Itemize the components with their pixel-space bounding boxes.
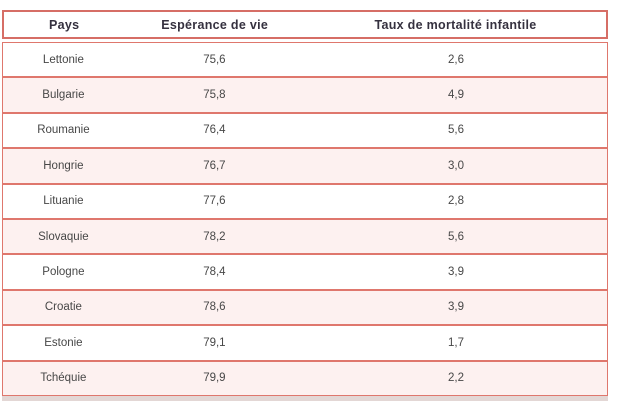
- life-expectancy-cell: 78,6: [203, 301, 226, 314]
- life-expectancy-cell: 77,6: [203, 195, 226, 208]
- cut-off-next-row-strip: [2, 395, 608, 401]
- infant-mortality-cell: 4,9: [447, 89, 464, 102]
- table-row: Hongrie 76,7 3,0: [2, 148, 608, 184]
- country-cell: Lettonie: [42, 53, 84, 66]
- country-cell: Croatie: [44, 301, 82, 314]
- table-row: Croatie 78,6 3,9: [2, 289, 608, 326]
- infant-mortality-cell: 3,9: [447, 266, 464, 279]
- infant-mortality-cell: 5,6: [447, 230, 464, 243]
- table-row: Pologne 78,4 3,9: [2, 254, 608, 290]
- life-expectancy-cell: 78,2: [203, 230, 226, 243]
- infant-mortality-cell: 3,0: [447, 159, 464, 172]
- table-header-row: Pays Espérance de vie Taux de mortalité …: [2, 10, 608, 39]
- country-cell: Tchéquie: [40, 372, 87, 385]
- table-row: Tchéquie 79,9 2,2: [2, 360, 608, 396]
- country-cell: Pologne: [42, 266, 85, 279]
- table-row: Slovaquie 78,2 5,6: [2, 218, 608, 255]
- column-header-pays: Pays: [48, 17, 80, 32]
- table-row: Lituanie 77,6 2,8: [2, 183, 608, 219]
- country-cell: Slovaquie: [38, 230, 89, 243]
- life-expectancy-cell: 79,9: [203, 372, 226, 385]
- country-cell: Hongrie: [43, 159, 84, 172]
- table-row: Lettonie 75,6 2,6: [2, 42, 608, 78]
- infant-mortality-cell: 1,7: [447, 336, 464, 349]
- country-cell: Estonie: [44, 336, 83, 349]
- life-expectancy-cell: 79,1: [203, 336, 226, 349]
- column-header-esperance-de-vie: Espérance de vie: [161, 17, 269, 32]
- infant-mortality-cell: 3,9: [447, 301, 464, 314]
- infant-mortality-cell: 2,2: [447, 372, 464, 385]
- infant-mortality-cell: 2,8: [447, 195, 464, 208]
- column-header-taux-mortalite-infantile: Taux de mortalité infantile: [374, 17, 537, 32]
- life-expectancy-cell: 76,4: [203, 124, 226, 137]
- country-cell: Lituanie: [43, 195, 84, 208]
- table-row: Roumanie 76,4 5,6: [2, 112, 608, 149]
- country-cell: Roumanie: [37, 124, 90, 137]
- life-expectancy-cell: 75,8: [203, 89, 226, 102]
- table-row: Estonie 79,1 1,7: [2, 325, 608, 361]
- infant-mortality-cell: 5,6: [447, 124, 464, 137]
- country-cell: Bulgarie: [42, 89, 85, 102]
- data-table: Pays Espérance de vie Taux de mortalité …: [2, 10, 608, 401]
- life-expectancy-cell: 78,4: [203, 266, 226, 279]
- infant-mortality-cell: 2,6: [447, 53, 464, 66]
- life-expectancy-cell: 75,6: [203, 53, 226, 66]
- life-expectancy-cell: 76,7: [203, 159, 226, 172]
- table-row: Bulgarie 75,8 4,9: [2, 77, 608, 113]
